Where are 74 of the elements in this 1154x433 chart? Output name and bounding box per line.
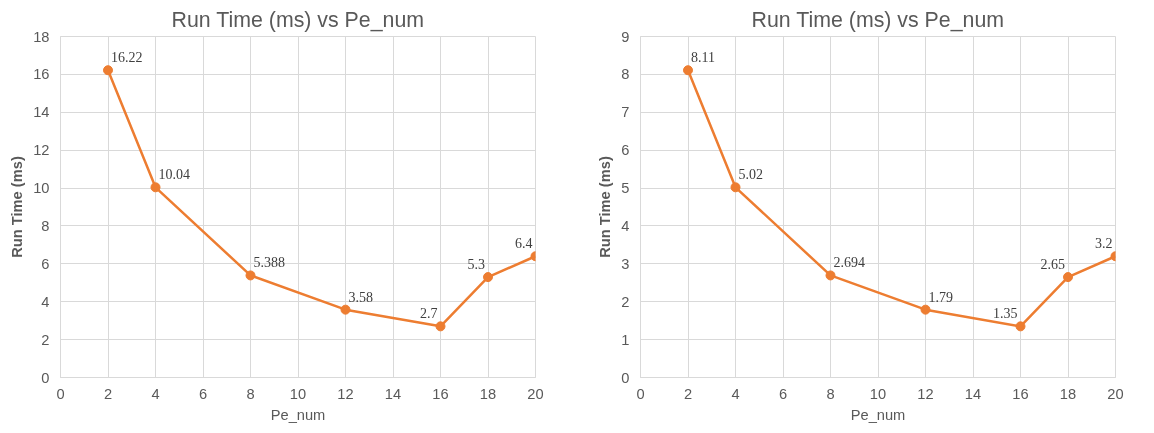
data-label: 16.22 bbox=[111, 50, 143, 66]
x-tick-label: 12 bbox=[337, 385, 354, 402]
x-tick-label: 18 bbox=[1059, 385, 1077, 402]
x-tick-label: 6 bbox=[198, 385, 208, 402]
y-axis-title: Run Time (ms) bbox=[9, 156, 26, 258]
x-tick-label: 10 bbox=[869, 385, 887, 402]
y-tick-label: 0 bbox=[621, 369, 630, 386]
data-label: 5.3 bbox=[467, 257, 485, 273]
y-tick-label: 7 bbox=[621, 104, 630, 121]
x-tick-label: 16 bbox=[432, 385, 449, 402]
y-tick-label: 6 bbox=[41, 255, 50, 272]
data-label: 3.58 bbox=[348, 289, 373, 305]
point bbox=[683, 65, 693, 76]
x-tick-label: 12 bbox=[917, 385, 934, 402]
y-tick-label: 2 bbox=[41, 331, 50, 348]
x-tick-label: 0 bbox=[636, 385, 645, 402]
point bbox=[825, 270, 836, 281]
point bbox=[920, 304, 931, 315]
data-label: 8.11 bbox=[691, 50, 715, 66]
data-label: 2.694 bbox=[833, 255, 865, 271]
y-tick-label: 2 bbox=[621, 293, 630, 310]
x-tick-label: 4 bbox=[731, 385, 740, 402]
x-axis-title: Pe_num bbox=[850, 406, 906, 423]
x-tick-label: 16 bbox=[1012, 385, 1029, 402]
y-tick-label: 10 bbox=[33, 180, 50, 197]
x-tick-label: 4 bbox=[151, 385, 160, 402]
point bbox=[1015, 321, 1026, 332]
x-tick-label: 20 bbox=[1107, 385, 1124, 402]
point bbox=[245, 270, 256, 281]
y-axis-title: Run Time (ms) bbox=[597, 156, 614, 258]
point bbox=[730, 182, 741, 193]
data-label: 3.2 bbox=[1095, 236, 1113, 252]
y-tick-label: 4 bbox=[621, 217, 630, 234]
data-label: 2.7 bbox=[420, 306, 438, 322]
x-tick-label: 2 bbox=[103, 385, 113, 402]
y-tick-label: 6 bbox=[621, 142, 630, 159]
point bbox=[483, 272, 493, 283]
data-label: 5.388 bbox=[253, 255, 285, 271]
x-tick-label: 0 bbox=[56, 385, 65, 402]
point bbox=[150, 182, 161, 193]
data-label: 6.4 bbox=[515, 236, 533, 252]
x-tick-label: 18 bbox=[479, 385, 497, 402]
x-tick-label: 8 bbox=[826, 385, 835, 402]
y-tick-label: 0 bbox=[41, 369, 50, 386]
point bbox=[340, 304, 351, 315]
x-tick-label: 2 bbox=[683, 385, 693, 402]
y-tick-label: 1 bbox=[621, 331, 630, 348]
y-tick-label: 5 bbox=[621, 180, 630, 197]
point bbox=[435, 321, 446, 332]
chart-title: Run Time (ms) vs Pe_num bbox=[171, 7, 425, 32]
x-axis-title: Pe_num bbox=[270, 406, 326, 423]
point bbox=[1063, 272, 1073, 283]
y-tick-label: 8 bbox=[621, 66, 630, 83]
x-tick-label: 20 bbox=[527, 385, 544, 402]
x-tick-label: 14 bbox=[964, 385, 982, 402]
chart-title: Run Time (ms) vs Pe_num bbox=[751, 7, 1005, 32]
x-tick-label: 6 bbox=[778, 385, 788, 402]
x-tick-label: 14 bbox=[384, 385, 402, 402]
data-label: 10.04 bbox=[158, 167, 190, 183]
y-tick-label: 16 bbox=[33, 66, 50, 83]
y-tick-label: 12 bbox=[33, 142, 50, 159]
y-tick-label: 8 bbox=[41, 217, 50, 234]
y-tick-label: 4 bbox=[41, 293, 50, 310]
y-tick-label: 14 bbox=[33, 104, 50, 121]
y-tick-label: 18 bbox=[33, 28, 50, 45]
x-tick-label: 10 bbox=[289, 385, 307, 402]
y-tick-label: 9 bbox=[621, 28, 630, 45]
data-label: 5.02 bbox=[738, 167, 763, 183]
y-tick-label: 3 bbox=[621, 255, 630, 272]
x-tick-label: 8 bbox=[246, 385, 255, 402]
data-label: 1.35 bbox=[993, 306, 1018, 322]
data-label: 2.65 bbox=[1040, 257, 1065, 273]
point bbox=[103, 65, 113, 76]
data-label: 1.79 bbox=[928, 289, 953, 305]
